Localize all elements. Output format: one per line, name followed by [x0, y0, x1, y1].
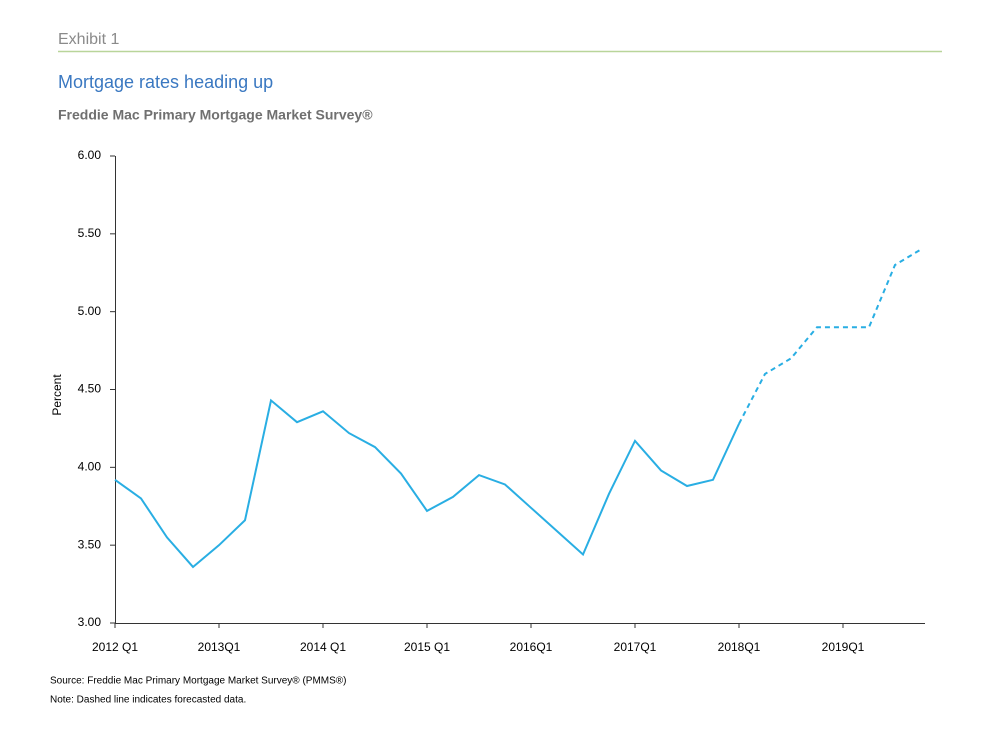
chart-title: Mortgage rates heading up	[58, 72, 273, 92]
x-tick-label: 2016Q1	[510, 640, 553, 654]
x-tick-label: 2017Q1	[614, 640, 657, 654]
x-tick-label: 2012 Q1	[92, 640, 138, 654]
chart-subtitle: Freddie Mac Primary Mortgage Market Surv…	[58, 107, 373, 123]
y-tick-label: 4.00	[78, 460, 102, 474]
x-tick-label: 2015 Q1	[404, 640, 450, 654]
source-note: Source: Freddie Mac Primary Mortgage Mar…	[50, 676, 346, 687]
y-tick-label: 4.50	[78, 382, 102, 396]
x-tick-label: 2019Q1	[822, 640, 865, 654]
y-tick-label: 3.00	[78, 615, 102, 629]
y-tick-label: 6.00	[78, 148, 102, 162]
footnote: Note: Dashed line indicates forecasted d…	[50, 695, 246, 706]
y-tick-label: 5.00	[78, 304, 102, 318]
series-line	[738, 248, 922, 425]
x-tick-label: 2018Q1	[718, 640, 761, 654]
y-tick-label: 5.50	[78, 226, 102, 240]
x-tick-label: 2013Q1	[198, 640, 241, 654]
y-tick-label: 3.50	[78, 537, 102, 551]
series-line	[114, 398, 740, 569]
exhibit-label: Exhibit 1	[58, 31, 119, 48]
y-axis-label: Percent	[50, 374, 64, 416]
x-tick-label: 2014 Q1	[300, 640, 346, 654]
